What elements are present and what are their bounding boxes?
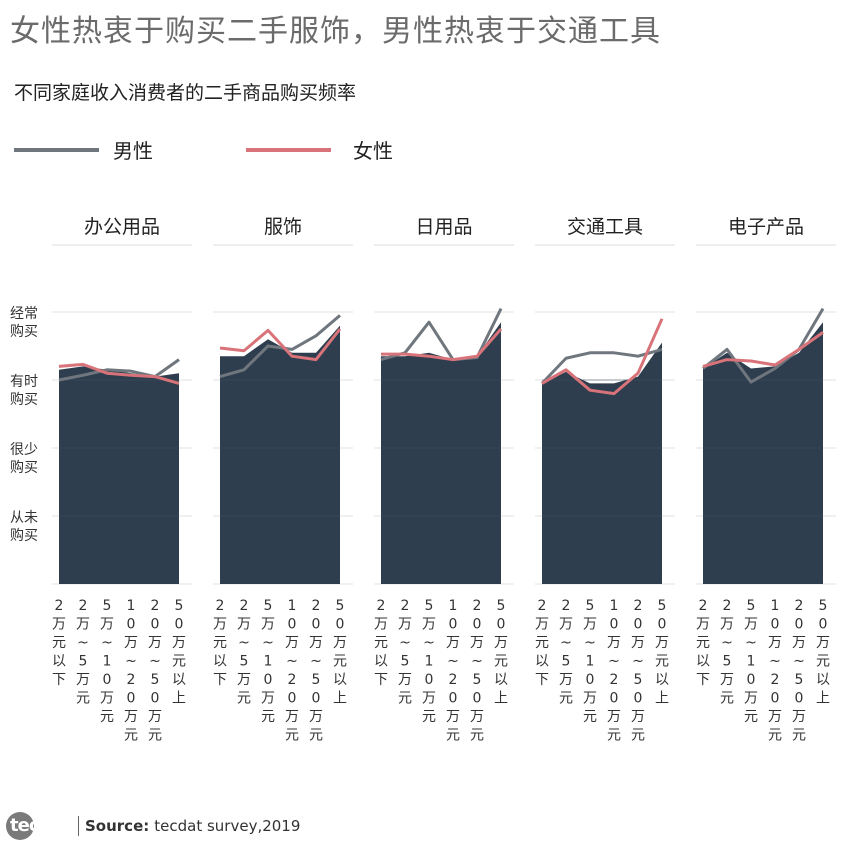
legend: 男性 女性: [14, 135, 614, 165]
x-tick-label: 2 万元以下: [213, 598, 227, 688]
y-tick-label: 有时: [10, 374, 38, 390]
x-tick-label: 5 万~ 1 0 万元: [744, 598, 758, 725]
x-tick-label: 1 0 万~ 2 0 万元: [285, 598, 299, 744]
series-line-female: [702, 331, 824, 368]
area-fill: [703, 322, 823, 584]
series-line-female: [58, 362, 180, 385]
series-line-female: [541, 318, 664, 396]
x-tick-label: 2 0 万~ 5 0 万元: [309, 598, 323, 744]
x-tick-label: 5 万~ 1 0 万元: [261, 598, 275, 725]
panel-5: 电子产品 2 万元以下 2 万~ 5 万元 5 万~ 1 0 万元 1 0 万~ 2 0 万元 2 0 万~ 5 0 万元 5 0…: [696, 216, 836, 744]
x-tick-label: 2 0 万~ 5 0 万元: [470, 598, 484, 744]
x-tick-label: 1 0 万~ 2 0 万元: [446, 598, 460, 744]
source-label: Source:: [85, 817, 150, 835]
x-tick-label: 2 0 万~ 5 0 万元: [148, 598, 162, 744]
panel-4: 交通工具 2 万元以下 2 万~ 5 万元 5 万~ 1 0 万元 1 0 万~ 2 0 万元 2 0 万~ 5 0 万元 5 0…: [535, 216, 675, 744]
x-tick-label: 5 0 万元以上: [655, 598, 669, 707]
x-tick-label: 2 万元以下: [535, 598, 549, 688]
series-line-male: [702, 307, 825, 384]
panel-title: 电子产品: [728, 216, 804, 238]
y-tick-label: 购买: [10, 392, 38, 408]
footer: tecdat Source: tecdat survey,2019: [6, 812, 300, 840]
y-tick-label: 购买: [10, 324, 38, 340]
chart-title: 女性热衷于购买二手服饰，男性热衷于交通工具: [10, 14, 661, 49]
x-tick-label: 2 0 万~ 5 0 万元: [792, 598, 806, 744]
x-tick-label: 2 万元以下: [374, 598, 388, 688]
series-line-male: [58, 358, 180, 382]
x-tick-label: 2 万元以下: [696, 598, 710, 688]
x-tick-label: 5 0 万元以上: [494, 598, 508, 707]
legend-label-male: 男性: [113, 139, 153, 163]
x-tick-label: 5 0 万元以上: [333, 598, 347, 707]
x-tick-label: 5 万~ 1 0 万元: [583, 598, 597, 725]
x-tick-label: 1 0 万~ 2 0 万元: [124, 598, 138, 744]
x-tick-label: 2 万元以下: [52, 598, 66, 688]
x-tick-label: 5 0 万元以上: [172, 598, 186, 707]
x-tick-label: 5 0 万元以上: [816, 598, 830, 707]
chart-subtitle: 不同家庭收入消费者的二手商品购买频率: [14, 82, 357, 104]
series-line-male: [540, 347, 663, 385]
panel-title: 日用品: [415, 216, 472, 238]
x-tick-label: 2 万~ 5 万元: [398, 598, 412, 707]
x-tick-label: 2 万~ 5 万元: [76, 598, 90, 707]
y-tick-label: 从未: [10, 510, 38, 526]
area-fill: [59, 366, 179, 584]
series-line-female: [381, 328, 503, 362]
series-line-female: [219, 328, 342, 362]
panel-title: 办公用品: [84, 216, 160, 238]
tecdat-logo: tecdat: [6, 812, 70, 840]
x-tick-label: 2 万~ 5 万元: [237, 598, 251, 707]
area-fill: [381, 322, 501, 584]
y-tick-label: 购买: [10, 460, 38, 476]
legend-label-female: 女性: [353, 139, 393, 163]
y-tick-label: 经常: [10, 306, 38, 322]
y-tick-label: 购买: [10, 528, 38, 544]
panel-2: 服饰 2 万元以下 2 万~ 5 万元 5 万~ 1 0 万元 1 0 万~ 2 0 万元 2 0 万~ 5 0 万元 5 0 万元…: [213, 216, 353, 744]
panel-3: 日用品 2 万元以下 2 万~ 5 万元 5 万~ 1 0 万元 1 0 万~ 2 0 万元 2 0 万~ 5 0 万元 5 0 万…: [374, 216, 514, 744]
area-fill: [542, 342, 662, 584]
legend-item-male: 男性: [14, 135, 153, 164]
footer-divider: [78, 816, 79, 836]
legend-item-female: 女性: [246, 135, 393, 164]
x-tick-label: 5 万~ 1 0 万元: [422, 598, 436, 725]
legend-swatch-male: [14, 147, 99, 152]
area-fill: [220, 325, 340, 584]
panel-1: 办公用品 2 万元以下 2 万~ 5 万元 5 万~ 1 0 万元 1 0 万~ 2 0 万元 2 0 万~ 5 0 万元 5 0…: [52, 216, 192, 744]
x-tick-label: 5 万~ 1 0 万元: [100, 598, 114, 725]
panel-title: 服饰: [264, 216, 302, 238]
x-tick-label: 2 0 万~ 5 0 万元: [631, 598, 645, 744]
x-tick-label: 1 0 万~ 2 0 万元: [607, 598, 621, 744]
x-tick-label: 2 万~ 5 万元: [559, 598, 573, 707]
y-tick-label: 很少: [10, 442, 38, 458]
x-tick-label: 1 0 万~ 2 0 万元: [768, 598, 782, 744]
source-text: tecdat survey,2019: [154, 817, 301, 835]
legend-swatch-female: [246, 147, 331, 152]
panel-title: 交通工具: [567, 216, 643, 238]
series-line-male: [219, 314, 341, 379]
x-tick-label: 2 万~ 5 万元: [720, 598, 734, 707]
